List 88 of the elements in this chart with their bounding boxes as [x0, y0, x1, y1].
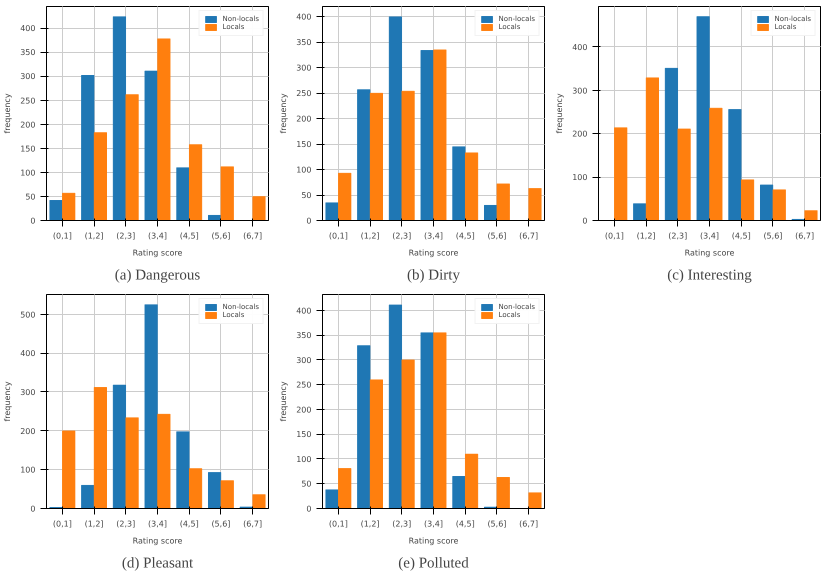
y-tick-label: 0 — [306, 504, 312, 514]
x-tick-label: (1,2] — [84, 232, 104, 240]
x-tick-label: (3,4] — [424, 232, 443, 240]
x-tick-label: (4,5] — [180, 520, 199, 528]
y-tick-label: 400 — [572, 42, 588, 52]
x-tick-label: (6,7] — [243, 520, 262, 528]
y-tick-label: 150 — [296, 430, 312, 440]
y-tick-label: 350 — [296, 38, 312, 48]
y-tick-label: 300 — [572, 86, 588, 96]
x-tick-label: (6,7] — [795, 232, 814, 240]
x-tick-label: (2,3] — [392, 520, 412, 528]
y-tick-label: 200 — [20, 426, 36, 436]
y-tick-label: 150 — [296, 140, 312, 150]
x-axis-title: Rating score — [408, 536, 458, 546]
x-tick-label: (6,7] — [519, 520, 538, 528]
x-tick-label: (6,7] — [243, 232, 262, 240]
x-tick-label: (0,1] — [328, 232, 348, 240]
x-tick-label: (2,3] — [116, 232, 136, 240]
x-tick-label: (1,2] — [360, 520, 380, 528]
y-tick-label: 0 — [582, 216, 588, 226]
x-tick-label: (2,3] — [116, 520, 136, 528]
y-tick-label: 200 — [296, 405, 312, 414]
y-tick-label: 400 — [20, 24, 36, 34]
x-tick-label: (3,4] — [148, 232, 167, 240]
x-axis-title: Rating score — [132, 536, 182, 546]
x-tick-label: (0,1] — [52, 232, 72, 240]
y-axis-title: frequency — [3, 93, 12, 134]
y-tick-label: 350 — [20, 48, 36, 58]
y-tick-label: 0 — [30, 216, 36, 226]
y-tick-label: 0 — [30, 504, 36, 514]
y-tick-label: 350 — [296, 331, 312, 340]
x-tick-label: (5,6] — [211, 520, 230, 528]
x-tick-label: (4,5] — [732, 232, 751, 240]
x-tick-label: (0,1] — [52, 520, 72, 528]
text: (b) Dirty — [407, 268, 460, 284]
y-tick-label: 100 — [20, 168, 36, 178]
y-tick-label: 50 — [25, 192, 36, 202]
x-tick-label: (5,6] — [487, 520, 506, 528]
x-tick-label: (5,6] — [211, 232, 230, 240]
y-tick-label: 250 — [20, 96, 36, 106]
x-tick-label: (5,6] — [763, 232, 782, 240]
y-tick-label: 250 — [296, 89, 312, 98]
y-axis-title: frequency — [3, 381, 12, 422]
x-axis-title: Rating score — [132, 248, 182, 258]
y-tick-label: 50 — [301, 191, 312, 200]
x-tick-label: (1,2] — [636, 232, 656, 240]
y-tick-label: 200 — [20, 120, 36, 130]
x-tick-label: (1,2] — [84, 520, 104, 528]
text: (d) Pleasant — [122, 556, 194, 572]
x-tick-label: (2,3] — [392, 232, 412, 240]
y-tick-label: 500 — [20, 310, 36, 320]
y-tick-label: 50 — [301, 480, 312, 489]
y-tick-label: 0 — [306, 216, 312, 226]
y-tick-label: 400 — [296, 306, 312, 316]
y-tick-label: 300 — [296, 64, 312, 73]
x-tick-label: (5,6] — [487, 232, 506, 240]
x-tick-label: (2,3] — [668, 232, 688, 240]
text: (a) Dangerous — [114, 268, 200, 284]
y-axis-title: frequency — [555, 93, 564, 134]
y-tick-label: 300 — [20, 388, 36, 397]
x-tick-label: (3,4] — [424, 520, 443, 528]
y-tick-label: 200 — [572, 130, 588, 139]
x-axis-title: Rating score — [408, 248, 458, 258]
y-tick-label: 300 — [20, 72, 36, 82]
x-axis-title: Rating score — [684, 248, 734, 258]
x-tick-label: (4,5] — [456, 232, 475, 240]
y-tick-label: 100 — [296, 166, 312, 175]
x-tick-label: (6,7] — [519, 232, 538, 240]
y-tick-label: 200 — [296, 114, 312, 124]
y-tick-label: 150 — [20, 144, 36, 154]
y-axis-title: frequency — [279, 381, 288, 422]
x-tick-label: (3,4] — [148, 520, 167, 528]
x-tick-label: (4,5] — [456, 520, 475, 528]
y-tick-label: 250 — [296, 380, 312, 390]
y-tick-label: 300 — [296, 356, 312, 365]
x-tick-label: (3,4] — [700, 232, 719, 240]
x-tick-label: (0,1] — [328, 520, 348, 528]
y-tick-label: 400 — [20, 349, 36, 358]
y-axis-title: frequency — [279, 93, 288, 134]
x-tick-label: (0,1] — [604, 232, 624, 240]
y-tick-label: 100 — [296, 454, 312, 464]
text: (e) Polluted — [398, 556, 470, 572]
x-tick-label: (4,5] — [180, 232, 199, 240]
y-tick-label: 100 — [572, 173, 588, 182]
y-tick-label: 400 — [296, 12, 312, 22]
y-tick-label: 100 — [20, 466, 36, 475]
text: (c) Interesting — [667, 268, 752, 284]
x-tick-label: (1,2] — [360, 232, 380, 240]
